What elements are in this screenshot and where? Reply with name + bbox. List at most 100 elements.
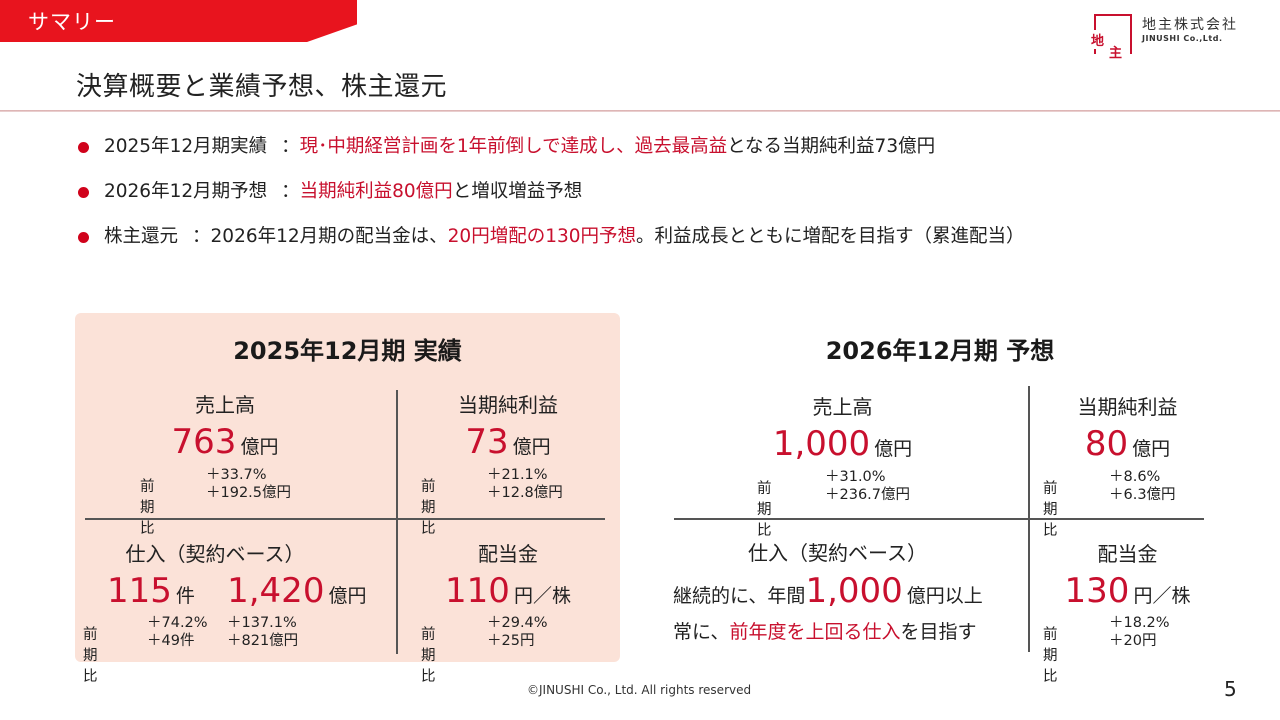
bullet-separator: ： [281, 136, 300, 157]
bullet-dot-icon [78, 232, 89, 243]
page-number: 5 [1224, 677, 1237, 701]
cmp-pct: ＋18.2% [1109, 615, 1170, 631]
purchases-amount-value: 1,420 [227, 571, 325, 611]
bullet-shareholder-return: 株主還元 ：2026年12月期の配当金は、20円増配の130円予想。利益成長ととも… [76, 223, 1025, 268]
cmp-pct: ＋74.2% [147, 615, 208, 631]
section-tab-label: サマリー [28, 10, 116, 34]
results-2025-panel: 2025年12月期 実績 売上高 763 億円 前期比 ＋33.7% ＋192.5… [75, 313, 620, 685]
dividend-unit: 円／株 [513, 585, 571, 607]
purchases-policy-line: 常に、前年度を上回る仕入を目指す [673, 617, 976, 644]
line-highlight: 前年度を上回る仕入 [729, 621, 901, 643]
bullet-2026-forecast: 2026年12月期予想 ：当期純利益80億円と増収増益予想 [76, 178, 1025, 223]
purchases-cell: 仕入（契約ベース） [75, 538, 375, 567]
panel-heading: 2026年12月期 予想 [825, 337, 1055, 365]
cmp-pct: ＋33.7% [206, 467, 267, 483]
line-text: 常に、 [673, 621, 730, 643]
cell-label: 配当金 [478, 542, 538, 566]
bullet-2025-results: 2025年12月期実績 ：現･中期経営計画を1年前倒しで達成し、過去最高益となる当… [76, 133, 1025, 178]
bullet-highlight: 現･中期経営計画を1年前倒しで達成し、過去最高益 [299, 136, 728, 157]
purchases-count-unit: 件 [175, 585, 195, 607]
cell-label: 売上高 [195, 393, 255, 417]
cmp-label: 前期比 [421, 479, 436, 537]
dividend-cell: 配当金 130 円／株 [1030, 538, 1225, 611]
cmp-amount: ＋12.8億円 [487, 485, 563, 501]
bullet-dot-icon [78, 187, 89, 198]
net-income-cell: 当期純利益 80 億円 [1030, 391, 1225, 464]
cmp-label: 前期比 [140, 479, 155, 537]
dividend-unit: 円／株 [1133, 585, 1191, 607]
purchases-target-line: 継続的に、年間1,000 億円以上 [673, 571, 983, 611]
company-name-jp: 地主株式会社 [1142, 17, 1238, 33]
purchases-values: 115 件 1,420 億円 [107, 571, 366, 611]
net-income-value: 80 [1084, 424, 1129, 464]
sales-value: 1,000 [772, 424, 871, 464]
line-text: 億円以上 [906, 585, 983, 607]
cell-label: 仕入（契約ベース） [748, 541, 927, 565]
cmp-amount: ＋821億円 [227, 633, 299, 649]
cmp-pct: ＋31.0% [825, 469, 886, 485]
sales-unit: 億円 [874, 438, 913, 460]
bullet-separator: ： [192, 226, 211, 247]
bullet-text: 。利益成長とともに増配を目指す（累進配当） [636, 226, 1025, 247]
company-name-en: JINUSHI Co.,Ltd. [1142, 34, 1223, 43]
bullet-highlight: 当期純利益80億円 [299, 181, 453, 202]
cmp-amount: ＋6.3億円 [1109, 487, 1176, 503]
cmp-label: 前期比 [1043, 627, 1058, 685]
cmp-amount: ＋49件 [147, 633, 195, 649]
line-text: を目指す [900, 621, 977, 643]
cmp-amount: ＋25円 [487, 633, 535, 649]
purchases-target-value: 1,000 [805, 571, 903, 611]
company-logo: 地 主 地主株式会社 JINUSHI Co.,Ltd. [1090, 12, 1260, 61]
horizontal-divider [85, 518, 605, 520]
logo-mark-char: 主 [1108, 42, 1124, 61]
purchases-amount-unit: 億円 [328, 585, 367, 607]
forecast-2026-panel: 2026年12月期 予想 売上高 1,000 億円 前期比 ＋31.0% ＋236… [660, 313, 1220, 685]
sales-unit: 億円 [240, 436, 279, 458]
bullet-text: と増収増益予想 [452, 181, 583, 202]
cmp-label: 前期比 [1043, 481, 1058, 539]
title-divider [0, 110, 1280, 112]
logo-mark-char: 地 [1090, 30, 1106, 49]
net-income-unit: 億円 [1132, 438, 1171, 460]
cell-label: 仕入（契約ベース） [125, 542, 305, 566]
cmp-label: 前期比 [83, 627, 98, 685]
cmp-amount: ＋192.5億円 [206, 485, 292, 501]
section-banner [0, 0, 357, 42]
cell-label: 当期純利益 [458, 393, 558, 417]
cmp-pct: ＋137.1% [227, 615, 297, 631]
bullet-highlight: 20円増配の130円予想 [447, 226, 637, 247]
cmp-amount: ＋236.7億円 [825, 487, 911, 503]
cmp-pct: ＋29.4% [487, 615, 548, 631]
cmp-amount: ＋20円 [1109, 633, 1157, 649]
page-title: 決算概要と業績予想、株主還元 [76, 72, 448, 102]
horizontal-divider [674, 518, 1204, 520]
cmp-label: 前期比 [757, 481, 772, 539]
bullet-label: 2026年12月期予想 [104, 181, 268, 202]
net-income-cell: 当期純利益 73 億円 [398, 389, 618, 462]
sales-cell: 売上高 763 億円 [75, 389, 375, 462]
bullet-label: 2025年12月期実績 [104, 136, 268, 157]
cmp-pct: ＋21.1% [487, 467, 548, 483]
cell-label: 配当金 [1097, 542, 1158, 566]
line-text: 継続的に、年間 [673, 585, 806, 607]
cell-label: 当期純利益 [1077, 395, 1178, 419]
purchases-count-value: 115 [107, 571, 172, 611]
purchases-cell: 仕入（契約ベース） [660, 537, 1025, 566]
bullet-label: 株主還元 [104, 226, 179, 247]
sales-cell: 売上高 1,000 億円 [660, 391, 1025, 464]
bullet-text: 2026年12月期の配当金は、 [210, 226, 448, 247]
net-income-unit: 億円 [512, 436, 551, 458]
panel-heading: 2025年12月期 実績 [233, 337, 462, 365]
copyright: ©JINUSHI Co., Ltd. All rights reserved [527, 683, 752, 697]
bullet-text: となる当期純利益73億円 [727, 136, 936, 157]
dividend-cell: 配当金 110 円／株 [398, 538, 618, 611]
cell-label: 売上高 [812, 395, 873, 419]
cmp-pct: ＋8.6% [1109, 469, 1161, 485]
vertical-divider [396, 390, 398, 654]
cmp-label: 前期比 [421, 627, 436, 685]
dividend-value: 110 [445, 571, 510, 611]
summary-bullets: 2025年12月期実績 ：現･中期経営計画を1年前倒しで達成し、過去最高益となる当… [76, 133, 1025, 268]
net-income-value: 73 [465, 422, 509, 462]
bullet-dot-icon [78, 142, 89, 153]
dividend-value: 130 [1064, 571, 1130, 611]
